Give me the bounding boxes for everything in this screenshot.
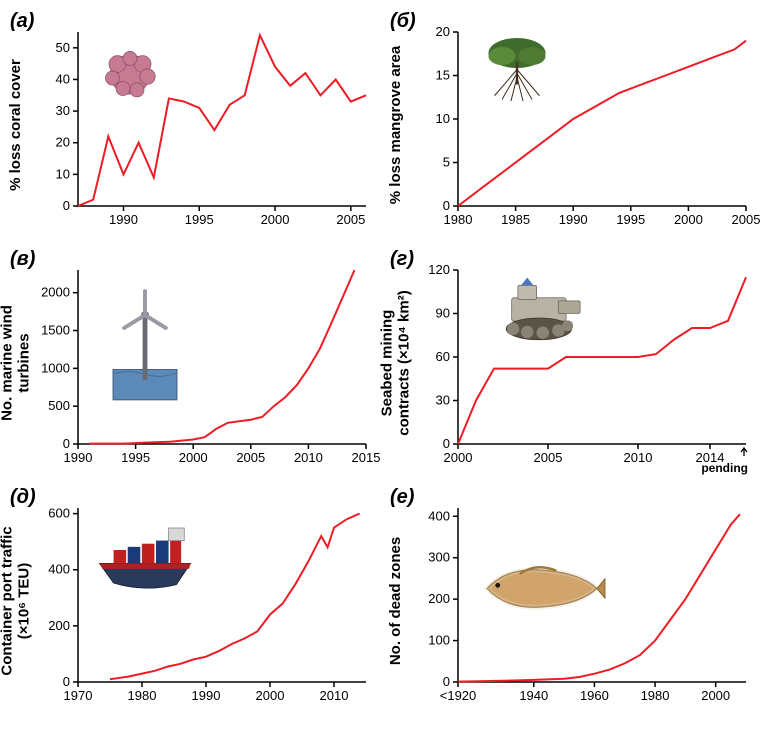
svg-text:30: 30 <box>56 103 70 118</box>
svg-text:1990: 1990 <box>559 212 588 227</box>
panel-f: (е) No. of dead zones 0100200300400<1920… <box>390 486 760 716</box>
svg-text:1500: 1500 <box>41 323 70 338</box>
panel-b-chart: 05101520198019851990199520002005 <box>450 28 750 210</box>
panel-d-ylabel: Seabed mining contracts (×10⁴ km²) <box>380 290 413 435</box>
svg-text:2005: 2005 <box>534 450 563 465</box>
svg-text:0: 0 <box>63 674 70 689</box>
svg-text:2000: 2000 <box>701 688 730 703</box>
panel-a-chart: 010203040501990199520002005 <box>70 28 370 210</box>
panel-c-label: (в) <box>10 248 35 271</box>
svg-text:20: 20 <box>436 24 450 39</box>
svg-text:600: 600 <box>48 506 70 521</box>
panel-c-chart: 0500100015002000199019952000200520102015 <box>70 266 370 448</box>
svg-text:1995: 1995 <box>121 450 150 465</box>
svg-text:1990: 1990 <box>64 450 93 465</box>
svg-text:1995: 1995 <box>616 212 645 227</box>
svg-text:120: 120 <box>428 262 450 277</box>
svg-text:1940: 1940 <box>519 688 548 703</box>
panel-e-label: (д) <box>10 486 36 509</box>
svg-text:pending: pending <box>701 461 748 475</box>
panel-d-label: (г) <box>390 248 414 271</box>
svg-text:1980: 1980 <box>128 688 157 703</box>
svg-text:0: 0 <box>63 436 70 451</box>
svg-text:1960: 1960 <box>580 688 609 703</box>
panel-d: (г) Seabed mining contracts (×10⁴ km²) 0… <box>390 248 760 478</box>
svg-text:500: 500 <box>48 398 70 413</box>
svg-text:30: 30 <box>436 393 450 408</box>
panel-a-label: (а) <box>10 10 34 33</box>
svg-text:400: 400 <box>48 562 70 577</box>
charts-grid: (а) % loss coral cover 01020304050199019… <box>10 10 760 716</box>
panel-b-ylabel: % loss mangrove area <box>388 46 405 204</box>
svg-text:1985: 1985 <box>501 212 530 227</box>
svg-text:60: 60 <box>436 349 450 364</box>
panel-b: (б) % loss mangrove area 051015201980198… <box>390 10 760 240</box>
svg-text:2010: 2010 <box>320 688 349 703</box>
svg-text:90: 90 <box>436 306 450 321</box>
svg-text:50: 50 <box>56 40 70 55</box>
svg-text:200: 200 <box>48 618 70 633</box>
svg-text:2000: 2000 <box>256 688 285 703</box>
svg-text:5: 5 <box>443 155 450 170</box>
panel-f-chart: 0100200300400<19201940196019802000 <box>450 504 750 686</box>
svg-text:40: 40 <box>56 71 70 86</box>
svg-text:0: 0 <box>443 198 450 213</box>
svg-text:400: 400 <box>428 508 450 523</box>
svg-text:0: 0 <box>443 674 450 689</box>
svg-text:<1920: <1920 <box>440 688 477 703</box>
panel-e-chart: 020040060019701980199020002010 <box>70 504 370 686</box>
svg-text:0: 0 <box>443 436 450 451</box>
svg-text:300: 300 <box>428 550 450 565</box>
svg-text:2015: 2015 <box>352 450 381 465</box>
panel-c: (в) No. marine wind turbines 05001000150… <box>10 248 380 478</box>
svg-text:10: 10 <box>56 166 70 181</box>
svg-text:1980: 1980 <box>444 212 473 227</box>
svg-text:1990: 1990 <box>109 212 138 227</box>
svg-text:1980: 1980 <box>641 688 670 703</box>
svg-text:2000: 2000 <box>261 212 290 227</box>
svg-text:2000: 2000 <box>179 450 208 465</box>
panel-a: (а) % loss coral cover 01020304050199019… <box>10 10 380 240</box>
panel-e-ylabel: Container port traffic (×10⁶ TEU) <box>0 526 33 675</box>
svg-text:0: 0 <box>63 198 70 213</box>
svg-text:20: 20 <box>56 135 70 150</box>
svg-text:2010: 2010 <box>294 450 323 465</box>
panel-d-chart: 03060901202000200520102014pending <box>450 266 750 448</box>
panel-a-ylabel: % loss coral cover <box>8 59 25 191</box>
svg-text:1970: 1970 <box>64 688 93 703</box>
svg-text:200: 200 <box>428 591 450 606</box>
svg-text:1000: 1000 <box>41 360 70 375</box>
svg-text:2005: 2005 <box>336 212 365 227</box>
panel-c-ylabel: No. marine wind turbines <box>0 305 33 421</box>
panel-f-label: (е) <box>390 486 414 509</box>
svg-text:2000: 2000 <box>674 212 703 227</box>
svg-text:2000: 2000 <box>41 285 70 300</box>
svg-text:100: 100 <box>428 633 450 648</box>
svg-text:15: 15 <box>436 68 450 83</box>
svg-text:2010: 2010 <box>624 450 653 465</box>
panel-e: (д) Container port traffic (×10⁶ TEU) 02… <box>10 486 380 716</box>
svg-text:1990: 1990 <box>192 688 221 703</box>
svg-text:2005: 2005 <box>236 450 265 465</box>
svg-text:2005: 2005 <box>732 212 761 227</box>
panel-f-ylabel: No. of dead zones <box>388 537 405 665</box>
svg-text:1995: 1995 <box>185 212 214 227</box>
panel-b-label: (б) <box>390 10 416 33</box>
svg-text:10: 10 <box>436 111 450 126</box>
svg-text:2000: 2000 <box>444 450 473 465</box>
